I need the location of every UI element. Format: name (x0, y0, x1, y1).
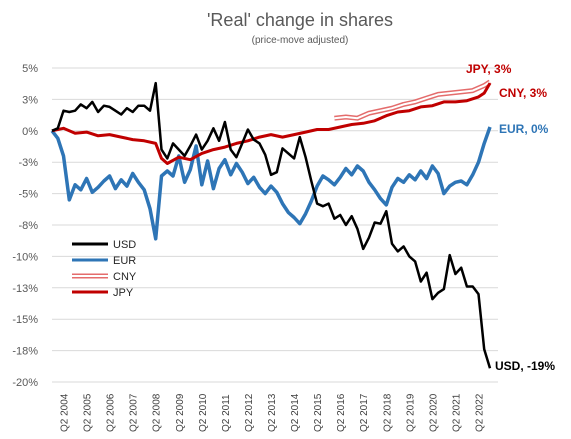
legend-label-eur: EUR (113, 255, 136, 267)
x-tick-label: Q2 2009 (175, 393, 186, 432)
legend-label-usd: USD (113, 239, 136, 251)
y-tick-label: -8% (18, 220, 38, 232)
y-tick-label: -3% (18, 157, 38, 169)
x-tick-label: Q2 2018 (382, 393, 393, 432)
end-label-usd: USD, -19% (495, 359, 555, 373)
y-tick-label: -20% (12, 377, 38, 389)
end-label-jpy: JPY, 3% (466, 62, 512, 76)
end-label-eur: EUR, 0% (499, 122, 549, 136)
x-tick-label: Q2 2011 (221, 394, 232, 432)
chart-subtitle: (price-move adjusted) (252, 35, 349, 46)
end-label-cny: CNY, 3% (499, 86, 547, 100)
y-tick-label: 5% (22, 63, 38, 75)
series-line-jpy (51, 82, 492, 165)
series-line-eur (50, 126, 492, 241)
gridlines (52, 67, 498, 383)
x-tick-label: Q2 2020 (428, 393, 439, 432)
y-tick-label: -10% (12, 251, 38, 263)
x-tick-label: Q2 2022 (474, 393, 485, 432)
x-tick-label: Q2 2007 (129, 393, 140, 432)
x-tick-label: Q2 2014 (290, 393, 301, 432)
series-line-usd (51, 81, 492, 369)
end-labels: USD, -19% EUR, 0% CNY, 3% JPY, 3% (466, 62, 555, 373)
x-tick-label: Q2 2008 (152, 393, 163, 432)
y-tick-label: -13% (12, 283, 38, 295)
x-axis-ticks: Q2 2004 Q2 2005 Q2 2006 Q2 2007 Q2 2008 Q2 20… (60, 393, 486, 432)
y-tick-label: -18% (12, 346, 38, 358)
x-tick-label: Q2 2016 (336, 393, 347, 432)
x-tick-label: Q2 2013 (267, 393, 278, 432)
x-tick-label: Q2 2015 (313, 393, 324, 432)
x-tick-label: Q2 2021 (451, 393, 462, 432)
legend-label-jpy: JPY (113, 287, 134, 299)
y-tick-label: -5% (18, 189, 38, 201)
legend: USD EUR CNY JPY (72, 239, 137, 299)
x-tick-label: Q2 2019 (405, 393, 416, 432)
y-tick-label: 3% (22, 94, 38, 106)
y-tick-label: 0% (22, 126, 38, 138)
x-tick-label: Q2 2005 (83, 393, 94, 432)
x-tick-label: Q2 2017 (359, 393, 370, 432)
y-axis-ticks: 5% 3% 0% -3% -5% -8% -10% -13% -15% -18% -20% (12, 63, 38, 389)
x-tick-label: Q2 2004 (60, 393, 71, 432)
series-line-cny (334, 80, 491, 120)
series-lines (50, 79, 492, 369)
x-tick-label: Q2 2006 (106, 393, 117, 432)
x-tick-label: Q2 2010 (198, 393, 209, 432)
x-tick-label: Q2 2012 (244, 393, 255, 432)
y-tick-label: -15% (12, 314, 38, 326)
legend-label-cny: CNY (113, 271, 137, 283)
chart-title: 'Real' change in shares (207, 10, 393, 30)
